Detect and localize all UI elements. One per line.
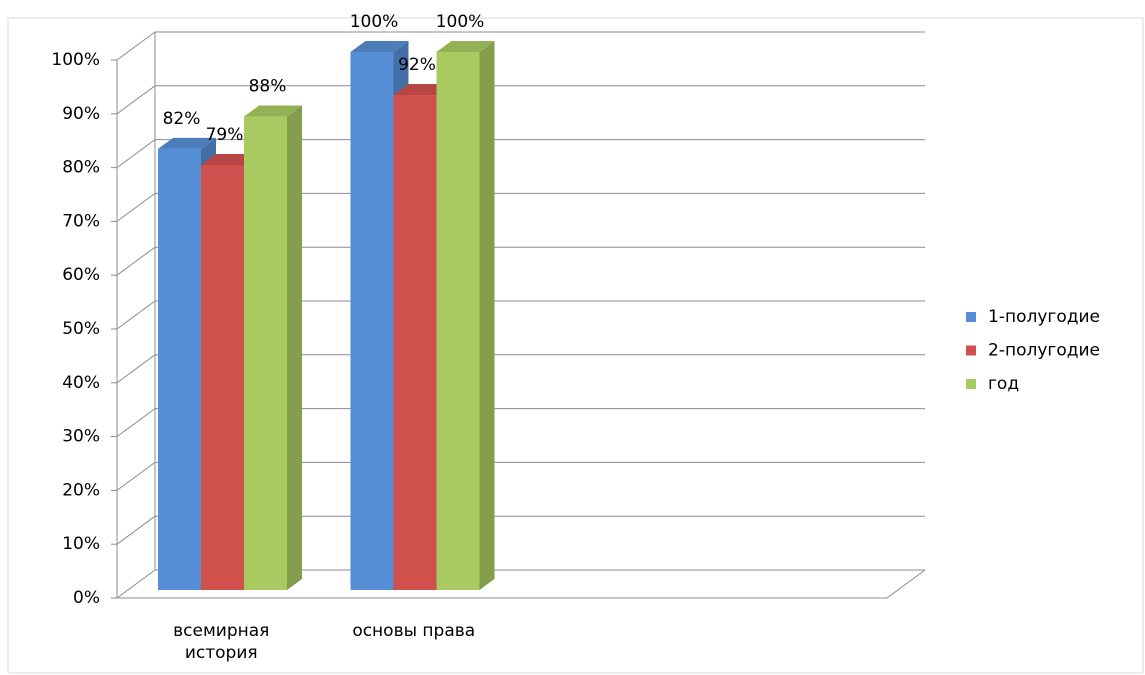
grid-line (116, 300, 156, 330)
bar (244, 116, 287, 590)
x-tick-label: всемирная история (173, 621, 270, 663)
bar (158, 148, 201, 590)
y-tick-label: 80% (62, 158, 100, 178)
grid-line (116, 139, 156, 169)
y-tick-label: 30% (62, 427, 100, 447)
bar-side (479, 41, 495, 590)
y-tick-label: 20% (62, 480, 100, 500)
bar (393, 95, 437, 590)
grid-line (116, 461, 156, 491)
bar (201, 164, 244, 591)
legend-swatch (966, 345, 976, 356)
bar-top (350, 41, 409, 52)
bar-top (244, 105, 302, 117)
grid-line (116, 85, 156, 115)
legend-label: год (988, 374, 1019, 394)
y-tick-label: 90% (62, 104, 100, 124)
grid-line (116, 569, 156, 599)
y-tick-label: 70% (62, 211, 100, 231)
y-tick-label: 0% (73, 588, 100, 608)
bar-top (158, 137, 216, 149)
bar-side (287, 105, 302, 590)
y-tick-label: 50% (62, 319, 100, 339)
data-label: 88% (249, 77, 287, 97)
chart-border (7, 17, 1144, 674)
bar (436, 52, 480, 590)
bar-top (436, 41, 495, 52)
data-label: 92% (398, 55, 436, 75)
grid-line (116, 354, 156, 384)
grid-line (116, 192, 156, 222)
bar (350, 52, 394, 590)
legend-label: 2-полугодие (988, 341, 1100, 361)
data-label: 82% (163, 109, 201, 129)
grid-line (116, 31, 156, 61)
grid-line (116, 408, 156, 438)
axis-line (886, 569, 926, 599)
grid-line (116, 246, 156, 276)
grid-line (116, 515, 156, 545)
legend-swatch (966, 312, 976, 322)
data-label: 100% (350, 12, 399, 32)
data-label: 100% (436, 12, 485, 32)
legend-label: 1-полугодие (988, 307, 1100, 327)
y-tick-label: 60% (62, 265, 100, 285)
y-tick-label: 40% (62, 373, 100, 393)
legend-swatch (966, 379, 976, 389)
data-label: 79% (206, 125, 244, 145)
x-tick-label: основы права (352, 621, 476, 641)
y-tick-label: 100% (51, 50, 100, 70)
y-tick-label: 10% (62, 534, 100, 554)
